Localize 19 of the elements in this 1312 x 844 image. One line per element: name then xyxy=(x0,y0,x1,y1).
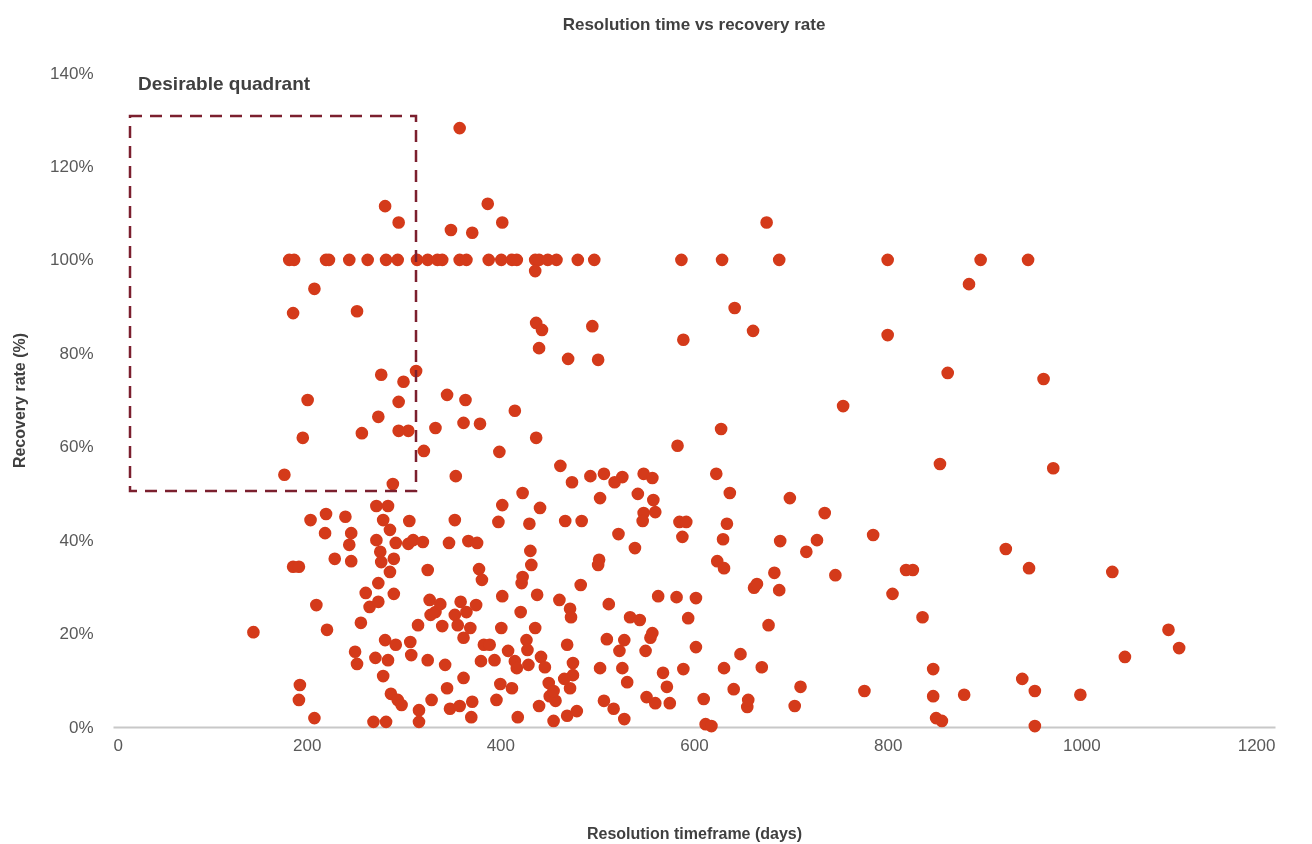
x-tick-label: 0 xyxy=(113,735,123,755)
x-tick-label: 800 xyxy=(873,735,903,755)
annotation: Desirable quadrant xyxy=(138,73,311,95)
x-tick-label: 600 xyxy=(680,735,709,755)
x-tick-label: 400 xyxy=(486,735,516,755)
y-tick-label: 40% xyxy=(59,530,94,550)
x-tick-label: 1200 xyxy=(1237,735,1276,755)
y-axis-title: Recovery rate (%) xyxy=(11,332,29,469)
y-tick-label: 100% xyxy=(50,250,94,270)
y-tick-label: 20% xyxy=(59,624,94,644)
y-tick-label: 0% xyxy=(68,717,94,737)
y-tick-label: 140% xyxy=(50,63,94,83)
x-axis-title: Resolution timeframe (days) xyxy=(586,824,803,842)
y-tick-label: 120% xyxy=(50,156,94,176)
x-tick-label: 1000 xyxy=(1062,735,1101,755)
y-tick-label: 80% xyxy=(59,343,94,363)
chart-title: Resolution time vs recovery rate xyxy=(562,15,826,34)
x-tick-label: 200 xyxy=(292,735,322,755)
y-tick-label: 60% xyxy=(59,437,94,457)
